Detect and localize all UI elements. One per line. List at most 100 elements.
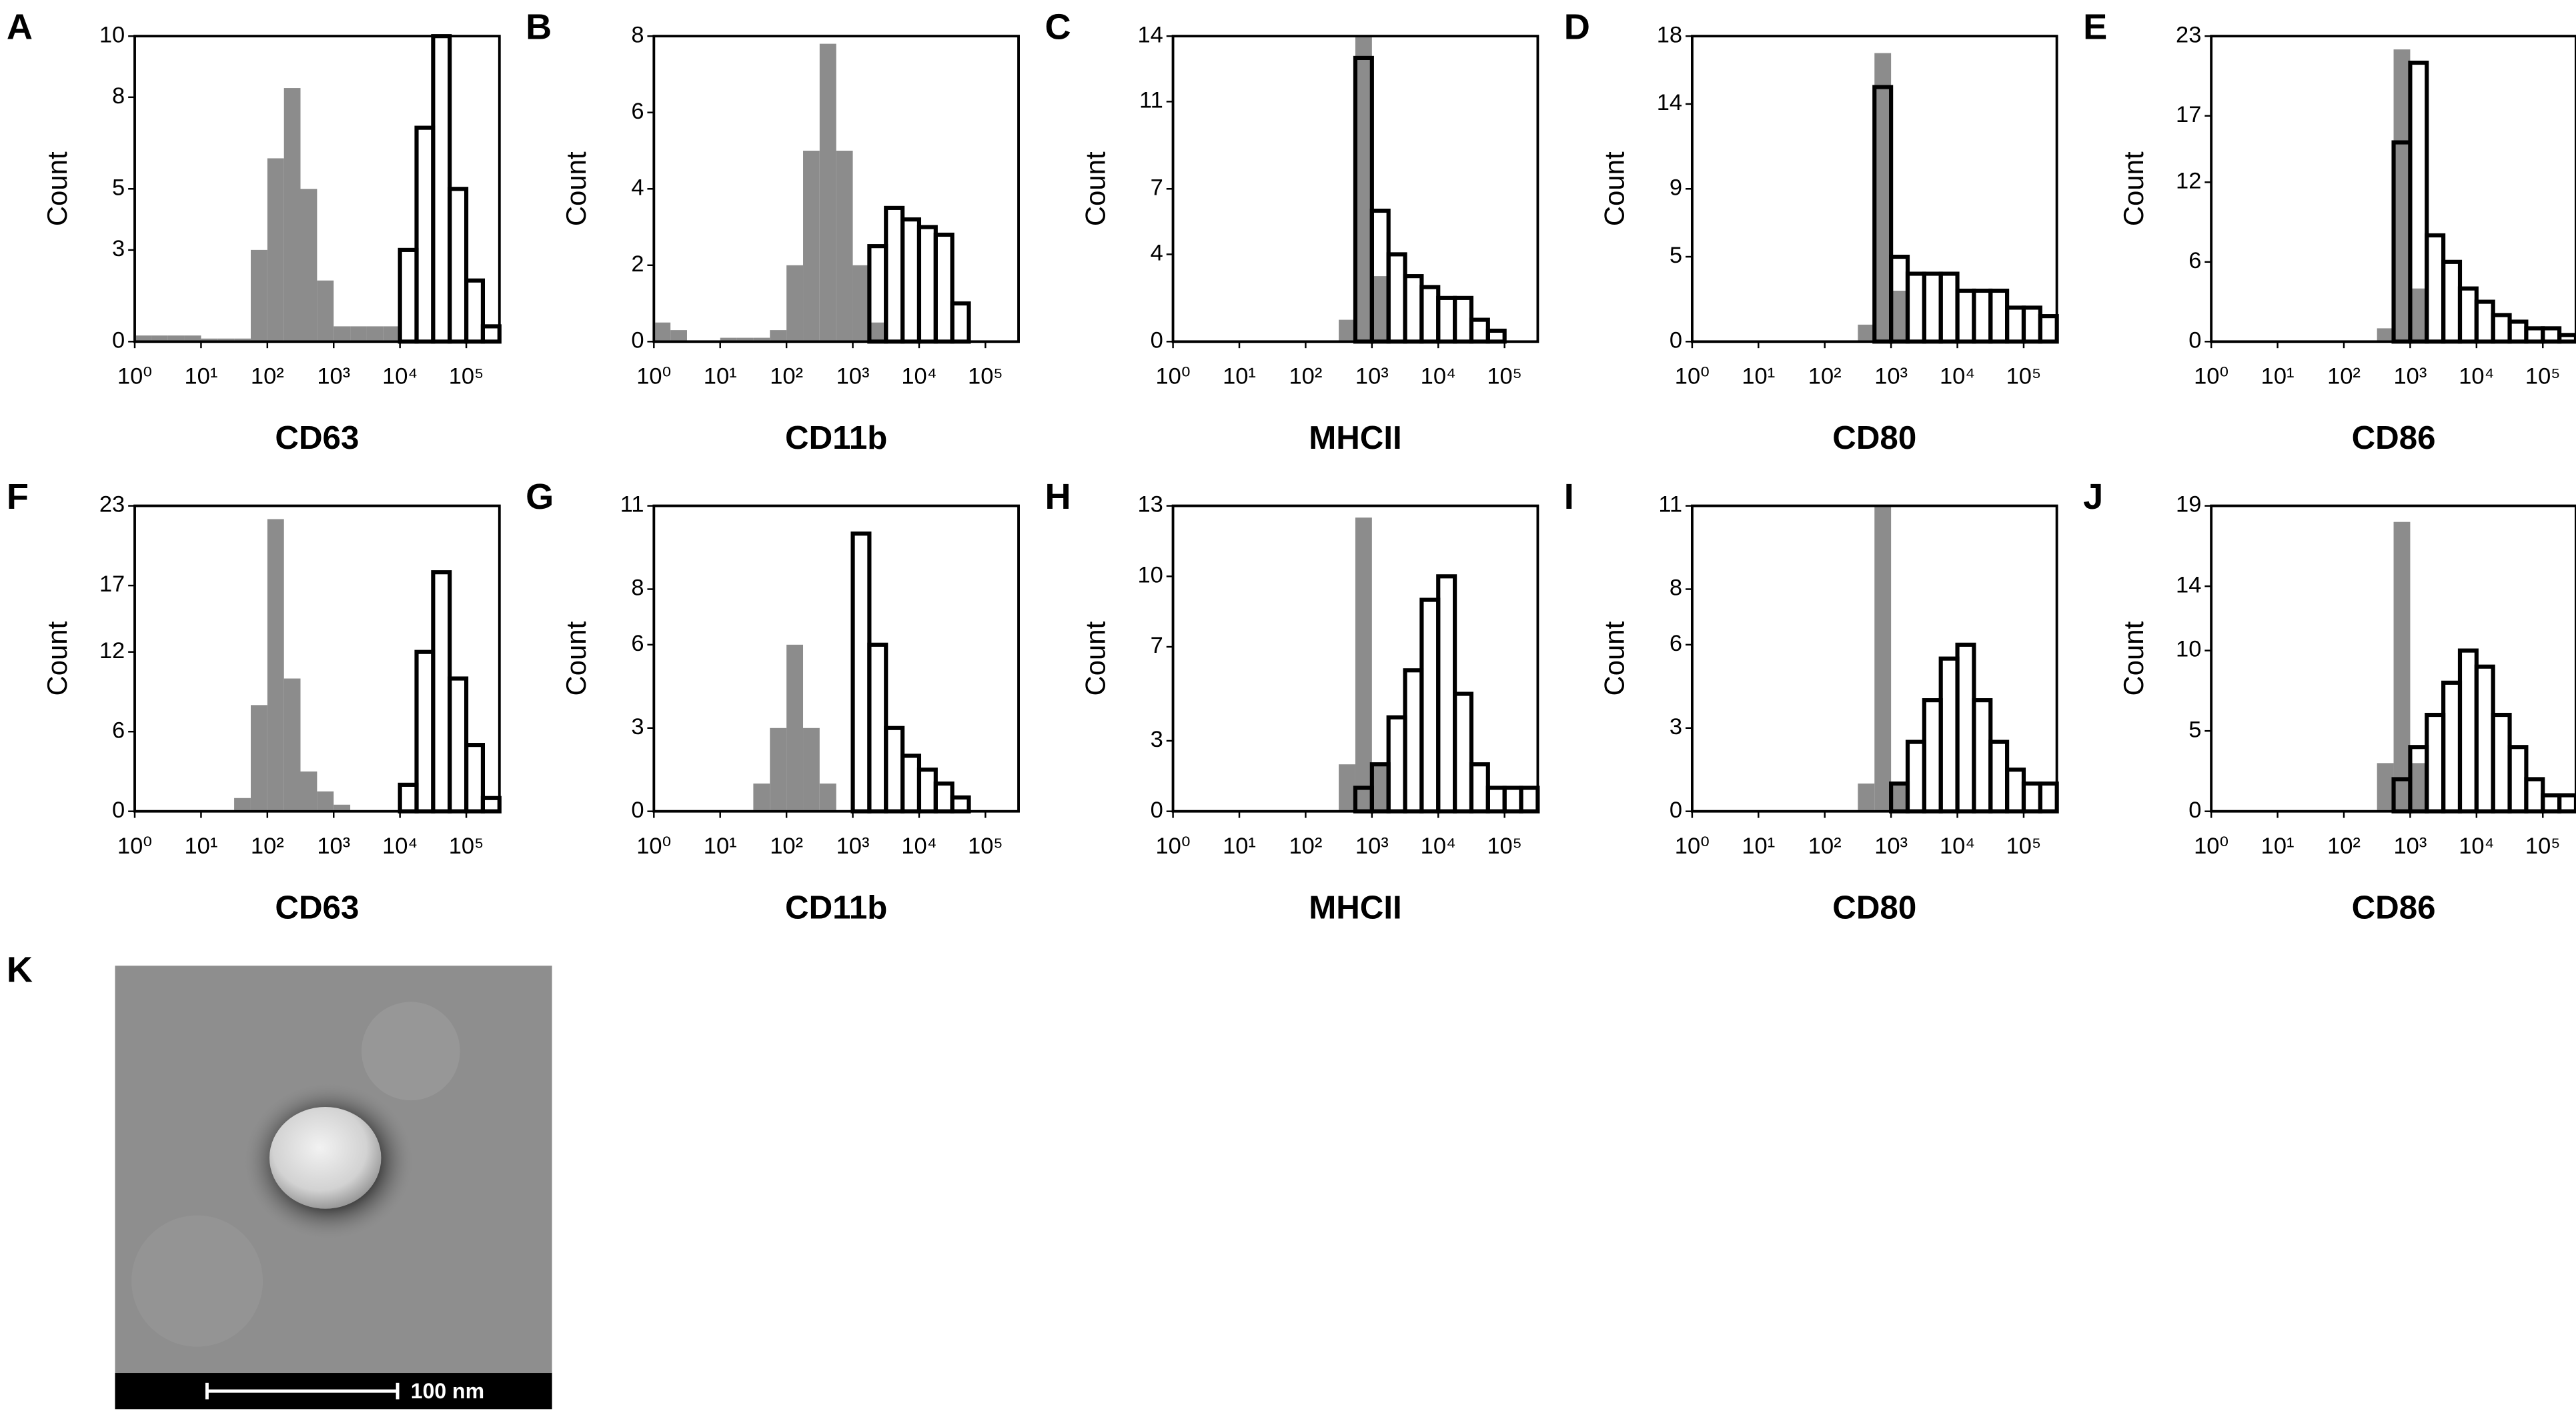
histogram-bar [2393, 521, 2411, 812]
x-tick-label: 10¹ [185, 364, 218, 389]
y-tick-label: 6 [2188, 248, 2201, 273]
y-tick-label: 3 [112, 236, 125, 261]
x-tick-label: 10⁰ [1156, 834, 1191, 859]
x-tick-label: 10⁵ [449, 834, 484, 859]
x-tick-label: 10⁴ [2459, 364, 2494, 389]
x-tick-label: 10⁵ [968, 364, 1003, 389]
image-panel: K 100 nm [7, 950, 552, 1410]
x-tick-label: 10³ [317, 364, 350, 389]
x-tick-label: 10⁵ [449, 364, 484, 389]
plot-border [133, 504, 501, 813]
y-axis-label: Count [41, 621, 73, 695]
y-axis-label: Count [2118, 621, 2149, 695]
y-tick-label: 0 [2188, 327, 2201, 353]
histogram-bar [720, 337, 737, 342]
x-tick-label: 10³ [2394, 364, 2427, 389]
histogram-bar [2393, 49, 2411, 342]
x-tick-label: 10² [770, 834, 803, 859]
y-tick-label: 5 [1670, 243, 1682, 268]
histogram-bar [654, 322, 671, 342]
y-tick-label: 0 [631, 327, 644, 353]
x-tick-label: 10² [251, 364, 284, 389]
x-tick-label: 10⁵ [2006, 364, 2042, 389]
x-tick-label: 10⁵ [2006, 834, 2042, 859]
histogram-bar [770, 330, 787, 342]
x-tick-label: 10⁴ [1940, 364, 1975, 389]
x-tick-label: 10³ [836, 834, 870, 859]
histogram-bar [1891, 290, 1908, 342]
plot-border [1171, 504, 1539, 813]
y-tick-label: 18 [1657, 22, 1682, 47]
x-tick-label: 10⁵ [2525, 364, 2561, 389]
histogram-bar [217, 338, 235, 342]
histogram-bar [283, 678, 301, 812]
x-tick-label: 10⁴ [901, 364, 936, 389]
histogram-bar [300, 189, 317, 342]
x-tick-label: 10¹ [2261, 364, 2295, 389]
histogram-bar [1371, 764, 1389, 812]
histogram-bar [1371, 276, 1389, 342]
y-tick-label: 8 [631, 22, 644, 47]
x-tick-label: 10² [2327, 834, 2361, 859]
y-tick-label: 4 [631, 175, 644, 200]
histogram-bar [1339, 319, 1355, 342]
x-axis-label: MHCII [1309, 419, 1402, 456]
histogram-bar [300, 771, 317, 812]
histogram-bar [350, 326, 367, 342]
panel-letter: J [2083, 477, 2103, 517]
plot-frame [652, 504, 1020, 813]
histogram-bar [283, 88, 301, 342]
scale-bar-label: 100 nm [411, 1379, 484, 1403]
plot-border [1691, 504, 2058, 813]
y-axis-label: Count [2118, 151, 2149, 226]
histogram-bar [1874, 505, 1892, 812]
histogram-bar [1858, 784, 1875, 812]
y-tick-label: 6 [631, 631, 644, 656]
histogram-bar [1355, 517, 1372, 812]
x-tick-label: 10⁰ [1156, 364, 1191, 389]
y-tick-label: 17 [2176, 102, 2201, 127]
histogram-bar [184, 335, 201, 342]
y-tick-label: 23 [2176, 22, 2201, 47]
histogram-bar [1858, 324, 1875, 342]
x-tick-label: 10⁰ [2194, 834, 2228, 859]
y-tick-label: 12 [2176, 168, 2201, 193]
x-tick-label: 10³ [317, 834, 350, 859]
x-tick-label: 10² [2327, 364, 2361, 389]
y-tick-label: 14 [2176, 572, 2201, 597]
y-tick-label: 2 [631, 251, 644, 277]
y-tick-label: 0 [1151, 327, 1163, 353]
x-axis-label: CD86 [2352, 889, 2436, 926]
histogram-bar [2377, 328, 2394, 342]
x-tick-label: 10⁴ [1421, 834, 1456, 859]
x-tick-label: 10¹ [704, 834, 737, 859]
histogram-bar [2410, 763, 2427, 812]
y-tick-label: 11 [1658, 492, 1682, 517]
y-tick-label: 6 [631, 99, 644, 124]
histogram-bar [267, 158, 284, 342]
histogram-bar [366, 326, 384, 342]
x-axis-label: CD63 [275, 419, 359, 456]
x-tick-label: 10² [1289, 834, 1323, 859]
x-tick-label: 10³ [1874, 834, 1908, 859]
x-axis-label: CD11b [785, 419, 887, 456]
histogram-bar [770, 728, 787, 812]
y-tick-label: 0 [1151, 798, 1163, 823]
histogram-bar [234, 338, 251, 342]
panel-letter: K [7, 950, 33, 990]
x-tick-label: 10⁰ [636, 364, 671, 389]
y-tick-label: 13 [1137, 492, 1163, 517]
x-tick-label: 10¹ [185, 834, 218, 859]
x-tick-label: 10⁵ [1487, 834, 1522, 859]
x-tick-label: 10⁴ [901, 834, 936, 859]
y-tick-label: 17 [99, 571, 125, 597]
y-tick-label: 11 [1139, 87, 1163, 113]
y-axis-label: Count [1599, 151, 1630, 226]
y-tick-label: 0 [1670, 327, 1682, 353]
x-tick-label: 10³ [1355, 834, 1389, 859]
plot-frame [133, 504, 501, 813]
x-tick-label: 10⁰ [117, 364, 152, 389]
histogram-bar [803, 728, 820, 812]
